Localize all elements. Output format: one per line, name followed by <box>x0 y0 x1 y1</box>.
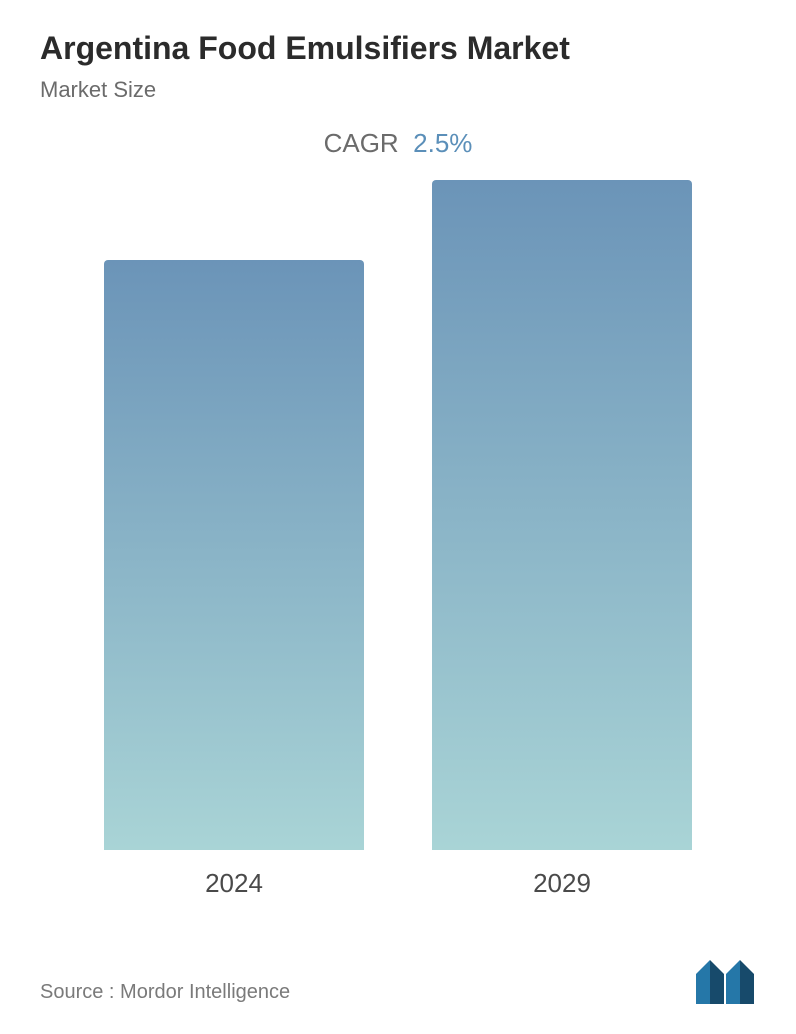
source-text: Source : Mordor Intelligence <box>40 981 290 1004</box>
bar-label-1: 2029 <box>533 868 591 899</box>
bar-label-0: 2024 <box>205 868 263 899</box>
chart-area: 2024 2029 <box>40 219 756 899</box>
mordor-logo-icon <box>696 960 756 1004</box>
cagr-row: CAGR 2.5% <box>40 128 756 159</box>
chart-subtitle: Market Size <box>40 77 756 103</box>
bar-0 <box>104 260 364 850</box>
chart-title: Argentina Food Emulsifiers Market <box>40 30 756 67</box>
bar-group-1: 2029 <box>432 180 692 899</box>
bar-1 <box>432 180 692 850</box>
cagr-value: 2.5% <box>413 128 472 158</box>
footer: Source : Mordor Intelligence <box>40 960 756 1004</box>
bar-group-0: 2024 <box>104 260 364 899</box>
cagr-label: CAGR <box>324 128 399 158</box>
